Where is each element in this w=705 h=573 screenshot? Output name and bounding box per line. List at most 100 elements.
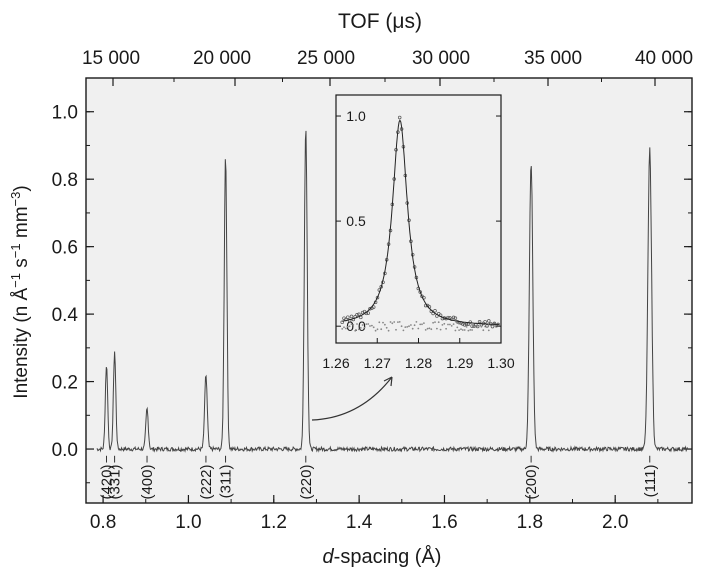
y-axis-title-sup2: −1 [8, 243, 23, 258]
inset-residual-point [356, 323, 358, 325]
peak-label: (311) [218, 465, 235, 499]
inset-residual-point [393, 321, 396, 323]
inset-residual-point [441, 324, 444, 326]
inset-residual-point [398, 321, 401, 323]
inset-residual-point [371, 324, 373, 327]
inset-residual-point [382, 321, 384, 324]
inset-residual-point [363, 326, 366, 329]
y-tick-label: 0.0 [52, 440, 78, 461]
inset-residual-point [450, 325, 453, 327]
inset-residual-point [460, 328, 462, 331]
top-axis-title: TOF (μs) [338, 10, 422, 33]
top-tick-label: 20 000 [193, 48, 251, 69]
top-tick-label: 15 000 [82, 48, 140, 69]
main-series [96, 130, 688, 453]
inset-residual-point [456, 326, 459, 329]
inset-data-point [397, 115, 402, 120]
inset-residual-point [350, 323, 353, 325]
inset-x-tick-label: 1.28 [405, 355, 432, 371]
inset-residual-point [384, 323, 386, 326]
inset-residual-point [413, 324, 416, 327]
inset-pointer-arrowhead [383, 376, 393, 387]
inset-data-point [461, 322, 465, 326]
inset-residual-point [428, 327, 431, 330]
peak-label: (111) [642, 465, 659, 498]
inset-residual-point [436, 327, 438, 330]
inset-residual-point [476, 324, 479, 327]
inset-residual-point [404, 326, 407, 328]
inset-axes: 1.26 1.27 1.28 1.29 1.30 0.0 0.5 1.0 [322, 108, 514, 371]
inset-residual-point [343, 326, 345, 329]
y-tick-label: 0.4 [52, 305, 79, 326]
top-tick-label: 40 000 [635, 48, 693, 69]
inset-y-tick-label: 0.5 [346, 213, 366, 229]
x-tick-label: 1.6 [431, 512, 457, 533]
inset-residual-point [345, 327, 347, 330]
inset-residual-point [447, 323, 449, 326]
inset-residual-point [482, 329, 485, 332]
inset-residual-point [480, 325, 483, 328]
top-tick-label: 35 000 [524, 48, 582, 69]
x-tick-label: 1.4 [346, 512, 373, 533]
inset-data-point [487, 319, 491, 323]
inset-residual-point [445, 327, 447, 330]
peak-label: (222) [198, 465, 215, 500]
inset-residual-point [378, 321, 381, 324]
peak-label: (400) [139, 465, 156, 500]
inset-data-point [483, 319, 487, 324]
inset-residual-point [443, 322, 446, 325]
inset-residual-point [454, 329, 457, 332]
inset-residual-point [432, 321, 434, 324]
x-tick-label: 0.8 [90, 512, 116, 533]
inset-residual-point [385, 326, 388, 329]
inset-data-point [433, 309, 437, 313]
inset-residual-point [397, 321, 399, 323]
inset-data-point [490, 324, 495, 329]
x-axis-title-rest: -spacing (Å) [334, 545, 442, 568]
inset-x-tick-label: 1.27 [364, 355, 391, 371]
top-tick-label: 30 000 [412, 48, 470, 69]
inset-residual-point [469, 329, 472, 331]
y-axis-title-part2: s [11, 258, 32, 273]
inset-residual-point [369, 325, 371, 327]
inset-data-point [346, 315, 350, 319]
inset-residual-point [437, 321, 440, 324]
peak-labels: (420)(331) (400) (222) (311) (220) (200) (111) [98, 455, 659, 500]
inset-residual-point [493, 322, 496, 325]
inset-residual-point [415, 321, 418, 323]
inset-data-point [371, 305, 376, 309]
y-tick-label: 0.2 [52, 373, 78, 394]
inset-residual-point [426, 327, 429, 330]
y-axis-title: Intensity (n Å−1 s−1 mm−3) [8, 185, 32, 398]
inset-residual-point [452, 323, 455, 325]
inset-data-point [451, 315, 456, 320]
x-axis-title: d-spacing (Å) [323, 545, 442, 568]
inset-residual-point [408, 325, 410, 328]
inset-fit-line [342, 119, 499, 325]
inset-residual-point [461, 329, 464, 331]
y-tick-label: 0.6 [52, 238, 78, 259]
inset-residual-point [467, 329, 470, 332]
inset-residual-point [359, 327, 362, 329]
inset-series [340, 115, 500, 332]
inset-residual-point [358, 328, 360, 331]
x-tick-label: 1.2 [261, 512, 287, 533]
inset-residual-point [463, 329, 466, 331]
inset-data-point [349, 314, 354, 319]
inset-residual-point [458, 329, 460, 331]
inset-residual-point [430, 328, 433, 331]
inset-residual-point [449, 323, 451, 326]
inset-residual-point [423, 322, 425, 324]
inset-x-tick-label: 1.26 [322, 355, 349, 371]
inset-residual-point [361, 324, 364, 326]
inset-residual-point [376, 328, 379, 331]
inset-residual-point [400, 325, 403, 328]
inset-data-point [453, 316, 458, 320]
inset-x-tick-label: 1.30 [487, 355, 514, 371]
inset-residual-point [424, 329, 427, 331]
peak-label: (200) [523, 465, 540, 500]
y-axis-title-part3: mm [11, 206, 32, 243]
top-tick-label: 25 000 [297, 48, 355, 69]
main-axes: 0.8 1.0 1.2 1.4 1.6 1.8 2.00.00.20.40.60.81.01… [52, 48, 693, 533]
